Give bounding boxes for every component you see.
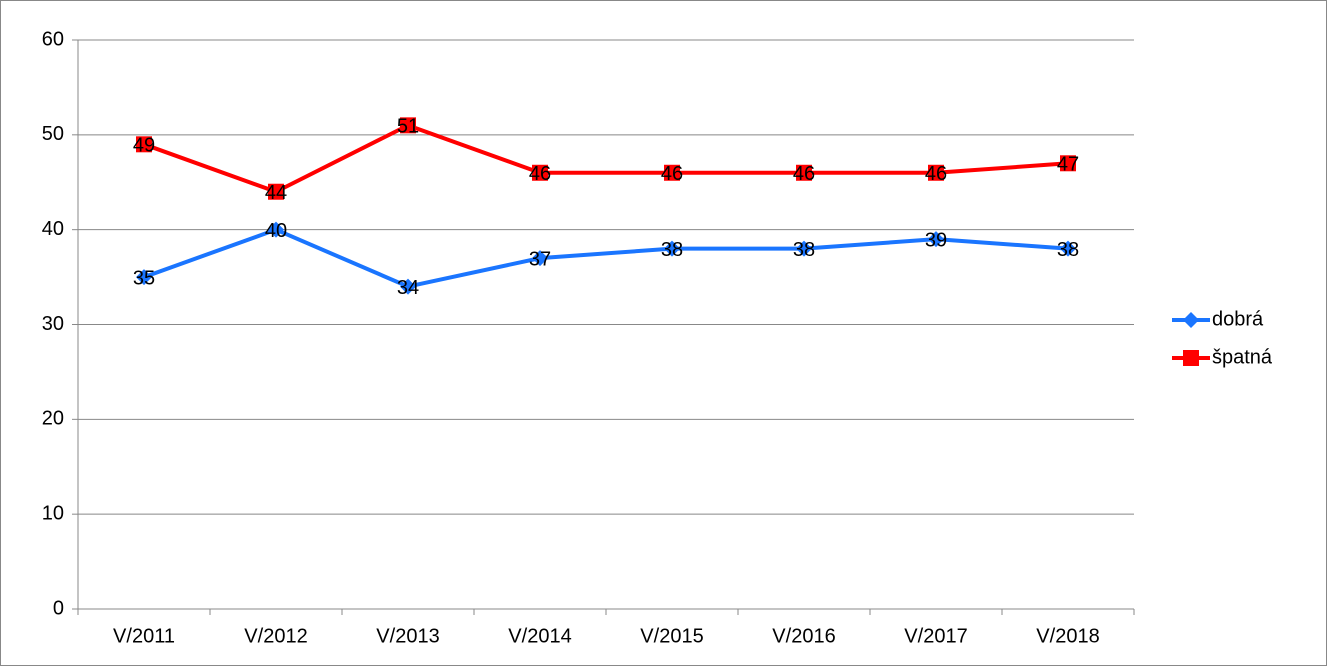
marker [136, 269, 152, 286]
legend-label: dobrá [1212, 308, 1264, 330]
x-tick-label: V/2016 [772, 625, 835, 647]
marker [400, 278, 416, 295]
data-label: 38 [661, 239, 683, 261]
data-label: 47 [1057, 154, 1079, 176]
x-tick-label: V/2012 [244, 625, 307, 647]
data-label: 37 [529, 248, 551, 270]
marker [532, 164, 548, 181]
y-tick-label: 60 [42, 28, 64, 50]
y-tick-label: 40 [42, 218, 64, 240]
marker [1060, 155, 1076, 172]
marker [136, 136, 152, 153]
marker [1183, 350, 1199, 366]
data-label: 44 [265, 182, 287, 204]
marker [928, 231, 944, 248]
marker [796, 240, 812, 257]
data-label: 46 [661, 163, 683, 185]
x-tick-label: V/2011 [113, 625, 175, 647]
marker [928, 164, 944, 181]
data-label: 40 [265, 220, 287, 242]
marker [664, 164, 680, 181]
y-tick-label: 30 [42, 313, 64, 335]
marker [1060, 240, 1076, 257]
marker [664, 240, 680, 257]
marker [1183, 312, 1199, 328]
data-label: 35 [133, 267, 155, 289]
legend-label: špatná [1212, 346, 1273, 368]
y-tick-label: 50 [42, 123, 64, 145]
x-tick-label: V/2014 [508, 625, 571, 647]
data-label: 51 [397, 116, 419, 138]
x-tick-label: V/2018 [1036, 625, 1099, 647]
data-label: 46 [529, 163, 551, 185]
marker [268, 183, 284, 200]
x-tick-label: V/2017 [904, 625, 967, 647]
marker [400, 117, 416, 134]
marker [796, 164, 812, 181]
marker [268, 221, 284, 238]
data-label: 38 [793, 239, 815, 261]
y-tick-label: 0 [53, 597, 64, 619]
data-label: 46 [793, 163, 815, 185]
x-tick-label: V/2013 [376, 625, 439, 647]
data-label: 46 [925, 163, 947, 185]
data-label: 49 [133, 135, 155, 157]
series-line [143, 123, 1069, 194]
y-tick-label: 20 [42, 408, 64, 430]
series-line [143, 227, 1069, 289]
data-label: 34 [397, 277, 419, 299]
data-label: 39 [925, 229, 947, 251]
y-tick-label: 10 [42, 502, 64, 524]
x-tick-label: V/2015 [640, 625, 703, 647]
marker [532, 250, 548, 267]
data-label: 38 [1057, 239, 1079, 261]
